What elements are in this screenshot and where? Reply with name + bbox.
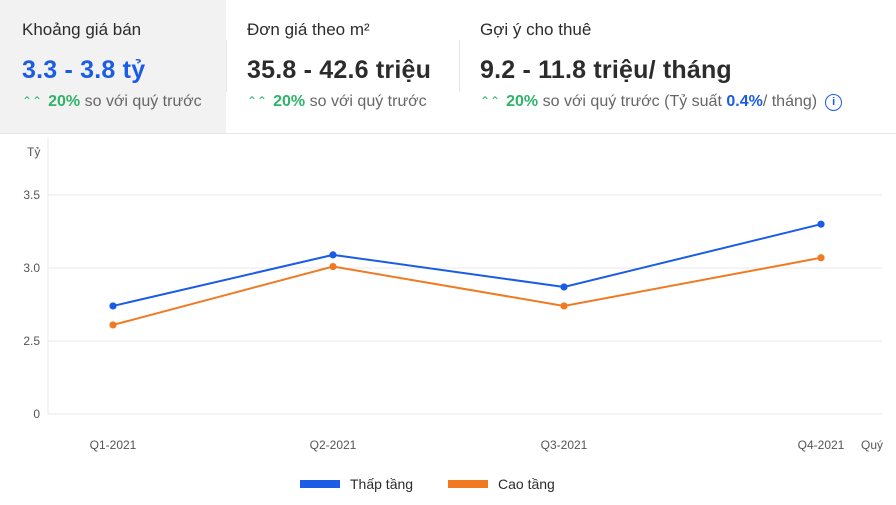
card-value: 3.3 - 3.8 tỷ xyxy=(22,56,146,84)
x-tick-label: Q1-2021 xyxy=(90,438,137,452)
change-text: so với quý trước xyxy=(84,93,202,110)
double-chevron-up-icon: ⌃⌃ xyxy=(22,94,43,108)
x-tick-label: Q2-2021 xyxy=(310,438,357,452)
card-title: Khoảng giá bán xyxy=(22,20,142,39)
change-percent: 20% xyxy=(48,93,81,110)
change-text: so với quý trước xyxy=(542,93,660,110)
divider xyxy=(226,40,227,92)
yield-suffix: / tháng) xyxy=(762,93,818,110)
legend-swatch xyxy=(300,480,340,488)
data-point-1 xyxy=(109,302,117,310)
tab-rental-suggestion[interactable]: Gợi ý cho thuê 9.2 - 11.8 triệu/ tháng ⌃… xyxy=(459,0,896,133)
double-chevron-up-icon: ⌃⌃ xyxy=(247,94,268,108)
card-value: 9.2 - 11.8 triệu/ tháng xyxy=(480,56,732,84)
y-tick-label: 0 xyxy=(33,407,40,421)
legend-label: Thấp tầng xyxy=(350,476,414,492)
data-point-2 xyxy=(817,254,825,262)
series-line-1 xyxy=(112,223,822,307)
x-tick-label: Q4-2021 xyxy=(798,438,845,452)
series-lines xyxy=(112,223,822,326)
chart-legend: Thấp tầng Cao tầng xyxy=(0,476,896,496)
legend-item-series-1[interactable]: Thấp tầng xyxy=(300,476,413,492)
info-icon[interactable]: i xyxy=(825,94,843,111)
data-point-1 xyxy=(329,251,337,259)
y-axis-ticks: 0 2.5 3.0 3.5 xyxy=(23,188,40,421)
y-tick-label: 3.5 xyxy=(23,188,40,202)
grid xyxy=(47,138,882,415)
series-points xyxy=(109,220,825,329)
data-point-1 xyxy=(560,283,568,291)
card-title: Đơn giá theo m² xyxy=(247,20,370,39)
card-change: ⌃⌃ 20% so với quý trước xyxy=(247,93,427,111)
card-value: 35.8 - 42.6 triệu xyxy=(247,56,432,84)
line-chart: 02.53.03.5 Q1-2021 Q2-2021 Q3-2021 Q4-2021 … xyxy=(23,138,883,452)
data-point-2 xyxy=(329,262,337,271)
legend-label: Cao tầng xyxy=(498,476,555,492)
y-axis-label: Tỷ xyxy=(27,145,40,159)
change-percent: 20% xyxy=(273,93,306,110)
data-point-1 xyxy=(817,220,825,228)
x-tick-label: Q3-2021 xyxy=(541,438,588,452)
divider xyxy=(459,40,460,92)
card-title: Gợi ý cho thuê xyxy=(480,20,592,39)
x-axis-label: Quý xyxy=(861,438,883,452)
card-change: ⌃⌃ 20% so với quý trước xyxy=(22,93,202,111)
y-tick-label: 3.0 xyxy=(23,261,40,275)
tab-sale-price-range[interactable]: Khoảng giá bán 3.3 - 3.8 tỷ ⌃⌃ 20% so với… xyxy=(0,0,226,133)
data-point-2 xyxy=(109,321,117,329)
legend-swatch xyxy=(448,480,488,488)
change-percent: 20% xyxy=(506,93,539,110)
card-change: ⌃⌃ 20% so với quý trước (Tỷ suất 0.4%/ th… xyxy=(480,93,843,111)
series-line-2 xyxy=(112,256,822,326)
double-chevron-up-icon: ⌃⌃ xyxy=(480,94,501,108)
yield-value: 0.4% xyxy=(726,93,763,110)
change-text: so với quý trước xyxy=(309,93,427,110)
x-axis-ticks: Q1-2021 Q2-2021 Q3-2021 Q4-2021 xyxy=(90,438,845,452)
summary-tabs: Khoảng giá bán 3.3 - 3.8 tỷ ⌃⌃ 20% so với… xyxy=(0,0,896,134)
data-point-2 xyxy=(560,302,568,310)
tab-unit-price[interactable]: Đơn giá theo m² 35.8 - 42.6 triệu ⌃⌃ 20% … xyxy=(226,0,459,133)
legend-item-series-2[interactable]: Cao tầng xyxy=(448,476,555,492)
yield-prefix: (Tỷ suất xyxy=(664,93,722,110)
y-tick-label: 2.5 xyxy=(23,334,40,348)
